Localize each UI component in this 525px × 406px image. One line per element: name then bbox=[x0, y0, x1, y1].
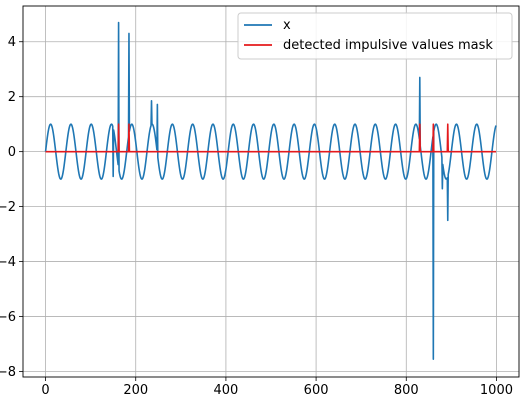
y-tick-label: −6 bbox=[0, 310, 16, 325]
ticks: 0 200 400 600 800 1000 −8 −6 −4 −2 0 2 4 bbox=[0, 35, 513, 398]
y-tick-label: 0 bbox=[8, 145, 16, 160]
series-mask-line bbox=[45, 123, 497, 153]
x-tick-label: 800 bbox=[394, 383, 419, 398]
legend-label-x: x bbox=[283, 18, 291, 33]
y-tick-label: −2 bbox=[0, 200, 16, 215]
plot-area bbox=[44, 21, 497, 360]
x-tick-label: 0 bbox=[41, 383, 49, 398]
legend-box bbox=[237, 12, 513, 60]
y-tick-label: 4 bbox=[8, 35, 16, 50]
x-tick-label: 200 bbox=[123, 383, 148, 398]
x-tick-label: 600 bbox=[304, 383, 329, 398]
y-tick-label: 2 bbox=[8, 90, 16, 105]
y-tick-label: −8 bbox=[0, 365, 16, 380]
axes-frame bbox=[22, 5, 520, 378]
x-tick-label: 1000 bbox=[480, 383, 513, 398]
x-tick-label: 400 bbox=[213, 383, 238, 398]
legend-label-mask: detected impulsive values mask bbox=[283, 38, 493, 53]
y-tick-label: −4 bbox=[0, 255, 16, 270]
legend: x detected impulsive values mask bbox=[237, 12, 513, 60]
